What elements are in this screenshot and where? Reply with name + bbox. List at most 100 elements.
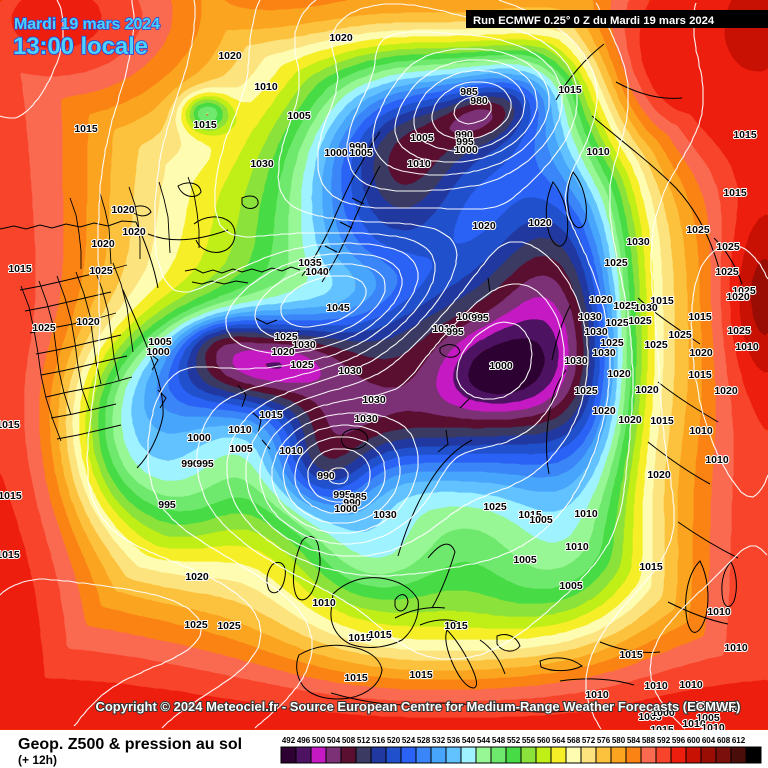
svg-text:536: 536 (447, 736, 461, 745)
svg-text:1005: 1005 (410, 132, 434, 144)
svg-text:1010: 1010 (735, 341, 759, 353)
svg-text:1015: 1015 (619, 649, 643, 661)
svg-text:576: 576 (597, 736, 611, 745)
svg-text:1020: 1020 (714, 385, 738, 397)
svg-text:1015: 1015 (0, 549, 20, 561)
svg-text:1015: 1015 (74, 123, 98, 135)
svg-text:1030: 1030 (354, 413, 378, 425)
svg-text:1020: 1020 (185, 571, 209, 583)
svg-text:1015: 1015 (0, 490, 22, 502)
svg-text:990: 990 (349, 141, 367, 153)
svg-text:1030: 1030 (250, 158, 274, 170)
svg-text:500: 500 (312, 736, 326, 745)
svg-text:1020: 1020 (91, 238, 115, 250)
svg-text:1010: 1010 (407, 158, 431, 170)
svg-text:(+ 12h): (+ 12h) (18, 753, 57, 767)
svg-text:1030: 1030 (584, 326, 608, 338)
svg-text:1015: 1015 (444, 620, 468, 632)
svg-text:1020: 1020 (592, 405, 616, 417)
svg-text:1010: 1010 (585, 689, 609, 701)
svg-text:540: 540 (462, 736, 476, 745)
svg-text:1030: 1030 (626, 236, 650, 248)
svg-text:1010: 1010 (679, 679, 703, 691)
svg-text:980: 980 (470, 95, 488, 107)
svg-text:1030: 1030 (578, 311, 602, 323)
svg-text:1015: 1015 (8, 263, 32, 275)
svg-text:532: 532 (432, 736, 446, 745)
svg-text:612: 612 (732, 736, 746, 745)
svg-text:985: 985 (349, 491, 367, 503)
svg-text:1015: 1015 (723, 187, 747, 199)
svg-text:1000: 1000 (454, 144, 478, 156)
svg-text:1020: 1020 (528, 217, 552, 229)
svg-text:1010: 1010 (228, 424, 252, 436)
svg-text:588: 588 (642, 736, 656, 745)
svg-text:600: 600 (687, 736, 701, 745)
svg-text:1015: 1015 (650, 415, 674, 427)
svg-text:1025: 1025 (644, 339, 668, 351)
svg-text:1020: 1020 (329, 32, 353, 44)
svg-text:1025: 1025 (184, 619, 208, 631)
svg-text:1025: 1025 (290, 359, 314, 371)
svg-text:1020: 1020 (218, 50, 242, 62)
svg-text:1020: 1020 (689, 347, 713, 359)
svg-text:1025: 1025 (727, 325, 751, 337)
svg-text:1025: 1025 (715, 266, 739, 278)
svg-text:1025: 1025 (668, 329, 692, 341)
svg-text:1000: 1000 (187, 432, 211, 444)
svg-text:1015: 1015 (650, 295, 674, 307)
svg-text:1015: 1015 (348, 632, 372, 644)
svg-text:608: 608 (717, 736, 731, 745)
svg-text:Run ECMWF 0.25° 0 Z du Mardi 1: Run ECMWF 0.25° 0 Z du Mardi 19 mars 202… (473, 15, 715, 27)
svg-text:1015: 1015 (688, 369, 712, 381)
svg-text:1025: 1025 (605, 317, 629, 329)
svg-text:1010: 1010 (724, 642, 748, 654)
svg-text:496: 496 (297, 736, 311, 745)
svg-text:1010: 1010 (312, 597, 336, 609)
svg-text:1020: 1020 (618, 414, 642, 426)
svg-text:1015: 1015 (368, 629, 392, 641)
svg-text:528: 528 (417, 736, 431, 745)
svg-text:1030: 1030 (362, 394, 386, 406)
svg-text:1010: 1010 (644, 680, 668, 692)
svg-text:1020: 1020 (589, 294, 613, 306)
svg-text:1040: 1040 (305, 266, 329, 278)
svg-text:Copyright © 2024 Meteociel.fr: Copyright © 2024 Meteociel.fr - Source E… (96, 699, 741, 714)
svg-text:1015: 1015 (688, 311, 712, 323)
svg-text:508: 508 (342, 736, 356, 745)
svg-text:1010: 1010 (688, 700, 712, 712)
svg-text:990: 990 (343, 497, 361, 509)
svg-text:604: 604 (702, 736, 716, 745)
svg-text:1010: 1010 (707, 606, 731, 618)
svg-text:1025: 1025 (716, 241, 740, 253)
svg-text:995: 995 (196, 458, 214, 470)
svg-text:1030: 1030 (292, 339, 316, 351)
svg-text:1030: 1030 (592, 347, 616, 359)
svg-text:1005: 1005 (287, 110, 311, 122)
svg-text:990: 990 (455, 129, 473, 141)
svg-text:1015: 1015 (733, 129, 757, 141)
svg-text:1010: 1010 (715, 702, 739, 714)
svg-text:1005: 1005 (148, 336, 172, 348)
svg-text:1015: 1015 (518, 509, 542, 521)
svg-text:1005: 1005 (529, 514, 553, 526)
svg-text:556: 556 (522, 736, 536, 745)
svg-text:1025: 1025 (274, 331, 298, 343)
svg-text:1010: 1010 (254, 81, 278, 93)
svg-text:1010: 1010 (586, 146, 610, 158)
svg-text:1025: 1025 (732, 285, 756, 297)
svg-text:572: 572 (582, 736, 596, 745)
svg-text:1015: 1015 (0, 419, 20, 431)
svg-text:1020: 1020 (122, 226, 146, 238)
svg-text:1005: 1005 (638, 711, 662, 723)
svg-text:516: 516 (372, 736, 386, 745)
svg-text:580: 580 (612, 736, 626, 745)
svg-text:1000: 1000 (146, 346, 170, 358)
svg-text:1020: 1020 (271, 346, 295, 358)
svg-text:995: 995 (456, 136, 474, 148)
svg-text:1015: 1015 (639, 561, 663, 573)
svg-text:1030: 1030 (338, 365, 362, 377)
svg-text:1020: 1020 (472, 220, 496, 232)
svg-text:1010: 1010 (432, 323, 456, 335)
svg-text:995: 995 (158, 499, 176, 511)
